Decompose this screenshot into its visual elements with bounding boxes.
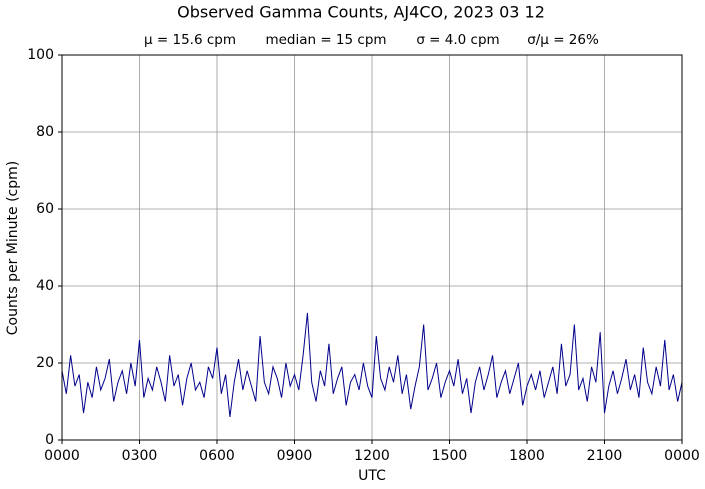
x-tick-label: 0300 [122,448,158,464]
x-axis-label: UTC [358,468,386,484]
stat-annotation: median = 15 cpm [265,32,386,48]
x-tick-label: 1500 [432,448,468,464]
y-tick-label: 100 [27,47,54,63]
data-line [61,312,683,417]
stat-annotation: σ = 4.0 cpm [416,32,499,48]
y-tick-label: 0 [45,432,54,448]
x-tick-label: 0600 [199,448,235,464]
x-tick-label: 0000 [664,448,700,464]
plot-frame [61,54,683,441]
x-tick-label: 1800 [509,448,545,464]
x-tick-label: 0900 [277,448,313,464]
y-tick-label: 20 [36,355,54,371]
y-axis-label: Counts per Minute (cpm) [5,161,21,335]
x-tick-label: 0000 [44,448,80,464]
x-tick-label: 1200 [354,448,390,464]
chart-title: Observed Gamma Counts, AJ4CO, 2023 03 12 [177,3,545,22]
stat-annotation: σ/μ = 26% [527,32,599,48]
x-tick-label: 2100 [587,448,623,464]
y-tick-label: 80 [36,124,54,140]
y-tick-label: 40 [36,278,54,294]
y-tick-label: 60 [36,201,54,217]
stat-annotation: μ = 15.6 cpm [144,32,236,48]
